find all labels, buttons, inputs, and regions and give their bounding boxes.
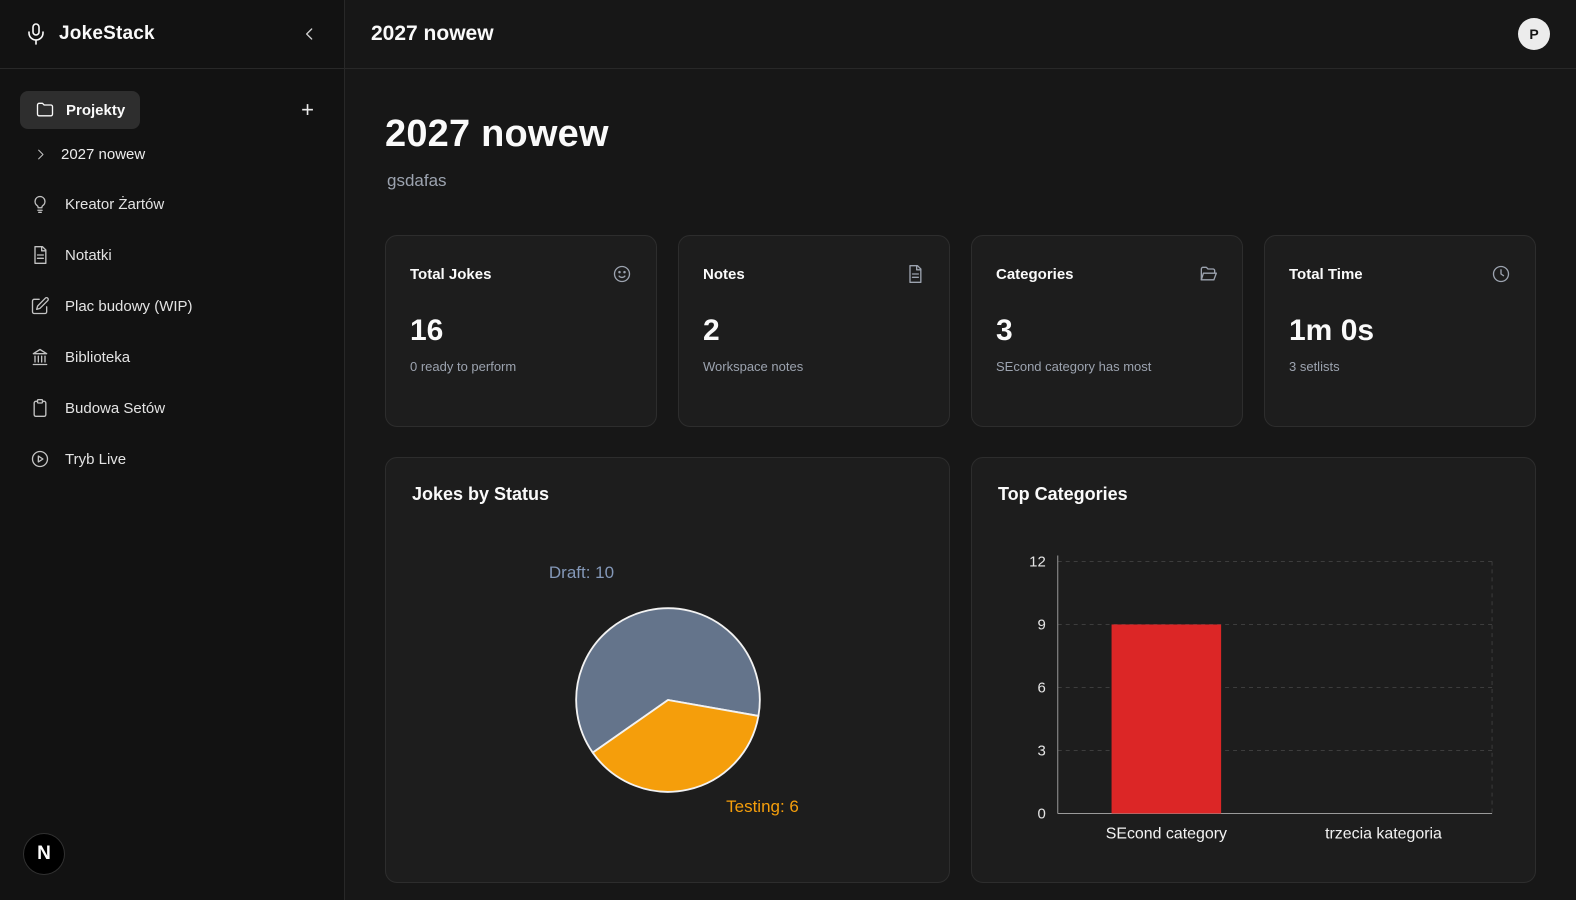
play-circle-icon xyxy=(31,450,49,468)
svg-text:3: 3 xyxy=(1037,742,1045,759)
active-project-label: 2027 nowew xyxy=(61,146,146,163)
topbar-title: 2027 nowew xyxy=(371,22,494,45)
edit-icon xyxy=(31,297,49,315)
sidebar-item-projects[interactable]: Projekty xyxy=(20,91,141,129)
sidebar-projects-label: Projekty xyxy=(66,101,126,119)
app-title: JokeStack xyxy=(59,23,155,44)
svg-text:6: 6 xyxy=(1037,679,1045,696)
pie-slice-label-draft: Draft: 10 xyxy=(548,563,615,582)
note-icon xyxy=(34,246,47,264)
clipboard-icon xyxy=(33,399,47,417)
microphone-icon xyxy=(28,23,44,45)
sidebar-item-label: Budowa Setów xyxy=(65,399,166,417)
svg-text:trzecia kategoria: trzecia kategoria xyxy=(1325,825,1442,842)
collapse-sidebar-button[interactable] xyxy=(296,20,324,48)
sidebar-item-label: Plac budowy (WIP) xyxy=(65,297,193,315)
stat-label: Notes xyxy=(703,265,745,283)
main-area: 2027 nowew P 2027 nowew gsdafas Total Jo… xyxy=(345,0,1576,900)
stat-value: 3 xyxy=(996,314,1013,347)
stats-grid: Total Jokes 16 0 ready to perform Notes xyxy=(385,235,1536,427)
sidebar-header: JokeStack xyxy=(0,0,344,69)
user-avatar[interactable]: P xyxy=(1518,18,1550,50)
sidebar-item-active-project[interactable]: 2027 nowew xyxy=(20,137,324,172)
stat-card-total-jokes: Total Jokes 16 0 ready to perform xyxy=(385,235,657,427)
top-categories-card: Top Categories 0 3 6 9 12 SEcond category trze… xyxy=(971,457,1536,883)
svg-text:0: 0 xyxy=(1037,805,1045,822)
stat-card-notes: Notes 2 Workspace notes xyxy=(678,235,950,427)
jokes-by-status-card: Jokes by Status Draft: 10 Testing: 6 xyxy=(385,457,950,883)
stat-value: 16 xyxy=(410,314,444,347)
sidebar-item-tryb-live[interactable]: Tryb Live xyxy=(20,437,324,481)
pie-slice xyxy=(591,699,759,793)
page-subtitle: gsdafas xyxy=(387,171,447,190)
pie-slice-label-testing: Testing: 6 xyxy=(726,797,799,816)
stat-label: Categories xyxy=(996,265,1074,283)
sidebar-item-notatki[interactable]: Notatki xyxy=(20,233,324,277)
dev-badge-letter: N xyxy=(37,843,51,864)
add-project-button[interactable]: + xyxy=(291,97,324,123)
sidebar-item-budowa-setow[interactable]: Budowa Setów xyxy=(20,386,324,430)
stat-subtext: SEcond category has most xyxy=(996,359,1152,374)
svg-text:SEcond category: SEcond category xyxy=(1106,825,1227,842)
pie-chart xyxy=(574,607,761,793)
sidebar-nav: Projekty + 2027 nowew Kreator Żartów xyxy=(0,69,344,488)
stat-subtext: 0 ready to perform xyxy=(410,359,517,374)
charts-row: Jokes by Status Draft: 10 Testing: 6 Top… xyxy=(385,457,1536,883)
svg-text:9: 9 xyxy=(1037,616,1045,633)
sidebar-item-kreator-zartow[interactable]: Kreator Żartów xyxy=(20,182,324,226)
stat-subtext: Workspace notes xyxy=(703,359,804,374)
stat-card-total-time: Total Time 1m 0s 3 setlists xyxy=(1264,235,1536,427)
page-content: 2027 nowew gsdafas Total Jokes 16 0 xyxy=(345,69,1576,883)
file-text-icon xyxy=(909,265,922,283)
sidebar-item-plac-budowy[interactable]: Plac budowy (WIP) xyxy=(20,284,324,328)
dev-badge[interactable]: N xyxy=(24,834,64,874)
stat-card-categories: Categories 3 SEcond category has most xyxy=(971,235,1243,427)
svg-text:12: 12 xyxy=(1029,553,1046,570)
projects-row: Projekty + xyxy=(20,91,324,129)
bar-chart: 0 3 6 9 12 SEcond category trzecia kategoria xyxy=(1029,553,1493,842)
sidebar: JokeStack Projekty + xyxy=(0,0,345,900)
smiley-icon xyxy=(613,265,631,283)
stat-label: Total Jokes xyxy=(410,265,492,283)
clock-icon xyxy=(1492,265,1510,283)
library-icon xyxy=(32,348,48,366)
topbar: 2027 nowew P xyxy=(345,0,1576,69)
folder-open-icon xyxy=(1200,266,1217,281)
stat-subtext: 3 setlists xyxy=(1289,359,1340,374)
sidebar-item-biblioteka[interactable]: Biblioteka xyxy=(20,335,324,379)
sidebar-item-label: Biblioteka xyxy=(65,348,131,366)
bar-chart-area: 0 3 6 9 12 SEcond category trzecia kategoria xyxy=(996,509,1511,859)
sidebar-item-label: Tryb Live xyxy=(65,450,127,468)
lightbulb-icon xyxy=(34,195,46,213)
pie-slice xyxy=(574,607,761,754)
sidebar-item-label: Notatki xyxy=(65,246,112,264)
bar xyxy=(1111,624,1222,814)
pie-chart-area: Draft: 10 Testing: 6 xyxy=(410,505,925,855)
pie-chart-title: Jokes by Status xyxy=(412,484,550,504)
page-title: 2027 nowew xyxy=(385,113,609,155)
bar-chart-title: Top Categories xyxy=(998,484,1128,504)
chevron-right-icon xyxy=(38,149,44,160)
sidebar-item-label: Kreator Żartów xyxy=(65,195,165,213)
stat-value: 1m 0s xyxy=(1289,314,1375,347)
stat-value: 2 xyxy=(703,314,720,347)
chevron-left-icon xyxy=(306,28,313,40)
stat-label: Total Time xyxy=(1289,265,1363,283)
folder-icon xyxy=(36,102,54,117)
